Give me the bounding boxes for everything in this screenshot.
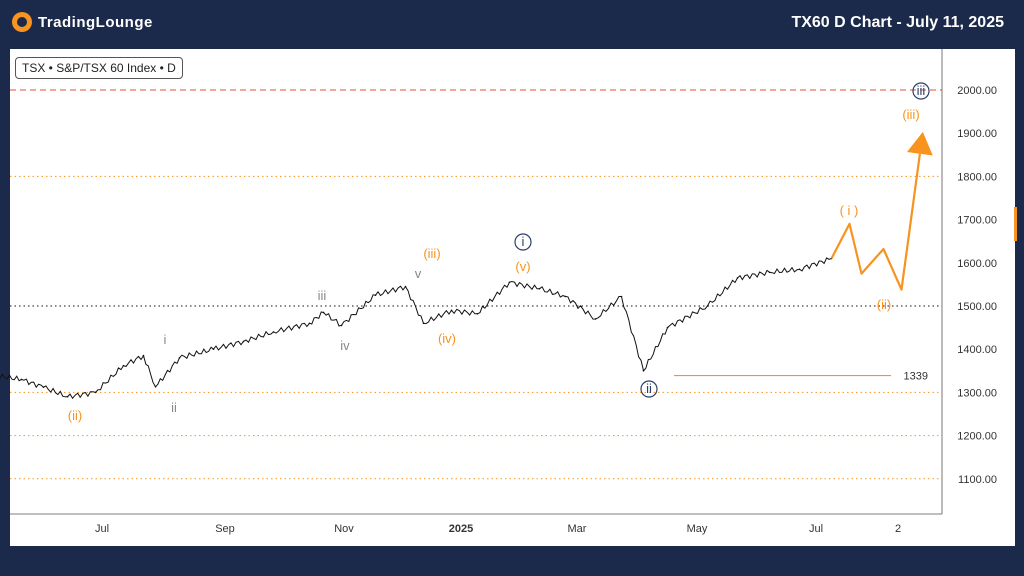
wave-label-7: (iv): [438, 331, 456, 346]
wave-label-2: ii: [171, 400, 177, 415]
projection-arrow-head: [907, 131, 933, 156]
wave-circle-14: [912, 82, 930, 100]
y-tick-label-5: 1500.00: [957, 301, 997, 313]
x-tick-label-6: Jul: [809, 523, 823, 535]
price-point-12: [308, 322, 311, 325]
projection-path: [830, 131, 933, 291]
chart-panel[interactable]: [10, 49, 1015, 546]
price-point-13: [322, 311, 325, 314]
price-point-20: [508, 281, 511, 284]
price-point-10: [242, 340, 245, 343]
price-point-15: [374, 294, 377, 297]
wave-label-1: i: [164, 332, 167, 347]
top-bar: TradingLounge TX60 D Chart - July 11, 20…: [0, 0, 1024, 46]
price-point-26: [666, 326, 669, 329]
y-tick-label-7: 1300.00: [957, 387, 997, 399]
price-point-27: [706, 305, 709, 307]
x-tick-label-5: May: [687, 523, 708, 535]
price-point-2: [42, 386, 45, 389]
price-series: [0, 257, 833, 400]
x-axis: Jul Sep Nov 2025 Mar May Jul 2: [10, 49, 943, 535]
wave-label-14: iii: [917, 83, 926, 98]
price-point-14: [340, 324, 343, 327]
projection-line: [830, 153, 921, 291]
y-tick-label-4: 1600.00: [957, 258, 997, 270]
price-point-30: [798, 268, 801, 271]
price-point-22: [564, 295, 567, 298]
x-tick-label-7: 2: [895, 523, 901, 535]
price-point-5: [122, 364, 125, 367]
price-point-16: [404, 285, 407, 288]
y-tick-label-6: 1400.00: [957, 344, 997, 356]
brand-logo: TradingLounge: [12, 12, 153, 32]
wave-label-3: iii: [318, 288, 327, 303]
price-point-17: [422, 322, 425, 325]
wave-label-12: (ii): [877, 297, 891, 312]
chart-title: TX60 D Chart - July 11, 2025: [791, 14, 1004, 31]
price-point-24: [620, 295, 623, 298]
price-line: [0, 257, 832, 400]
wave-label-11: ( i ): [840, 203, 859, 218]
wave-label-8: (v): [515, 259, 530, 274]
y-tick-label-9: 1100.00: [958, 474, 997, 486]
wave-label-9: i: [522, 234, 525, 249]
x-tick-label-1: Sep: [215, 523, 235, 535]
price-point-23: [594, 318, 597, 320]
price-point-7: [154, 385, 157, 388]
y-tick-label-2: 1800.00: [957, 171, 997, 183]
price-point-25: [642, 370, 645, 372]
y-tick-label-0: 2000.00: [957, 85, 997, 97]
price-point-6: [142, 354, 145, 357]
wave-label-10: ii: [646, 381, 652, 396]
wave-circle-9: [514, 233, 532, 251]
price-point-8: [178, 357, 181, 359]
x-tick-label-3: 2025: [449, 523, 473, 535]
price-point-11: [272, 331, 275, 333]
price-point-28: [736, 277, 739, 279]
y-axis: 2000.00 1900.00 1800.00 1700.00 1600.00 1500.…: [957, 85, 997, 486]
symbol-label: TSX • S&P/TSX 60 Index • D: [15, 57, 183, 79]
y-tick-label-3: 1700.00: [957, 215, 997, 227]
price-point-3: [66, 395, 69, 398]
x-tick-label-4: Mar: [568, 523, 587, 535]
price-point-29: [768, 271, 771, 274]
wave-label-4: iv: [340, 338, 350, 353]
wave-label-5: v: [415, 266, 422, 281]
x-tick-label-2: Nov: [334, 523, 354, 535]
logo-circle-icon: [12, 12, 32, 32]
price-point-1: [20, 378, 23, 381]
horizontal-levels: [10, 89, 942, 480]
wave-label-13: (iii): [902, 107, 919, 122]
price-point-18: [450, 309, 453, 312]
price-point-9: [212, 348, 215, 351]
price-scale-marker: [1014, 207, 1017, 241]
wave-label-0: (ii): [68, 408, 82, 423]
price-point-19: [476, 312, 479, 315]
support-level-label: 1339: [904, 371, 928, 383]
y-tick-label-1: 1900.00: [957, 128, 997, 140]
brand-name: TradingLounge: [38, 13, 153, 31]
wave-label-6: (iii): [423, 246, 440, 261]
price-point-4: [94, 391, 97, 394]
price-point-21: [538, 287, 541, 290]
wave-circle-10: [640, 380, 658, 398]
x-tick-label-0: Jul: [95, 523, 109, 535]
y-tick-label-8: 1200.00: [957, 431, 997, 443]
